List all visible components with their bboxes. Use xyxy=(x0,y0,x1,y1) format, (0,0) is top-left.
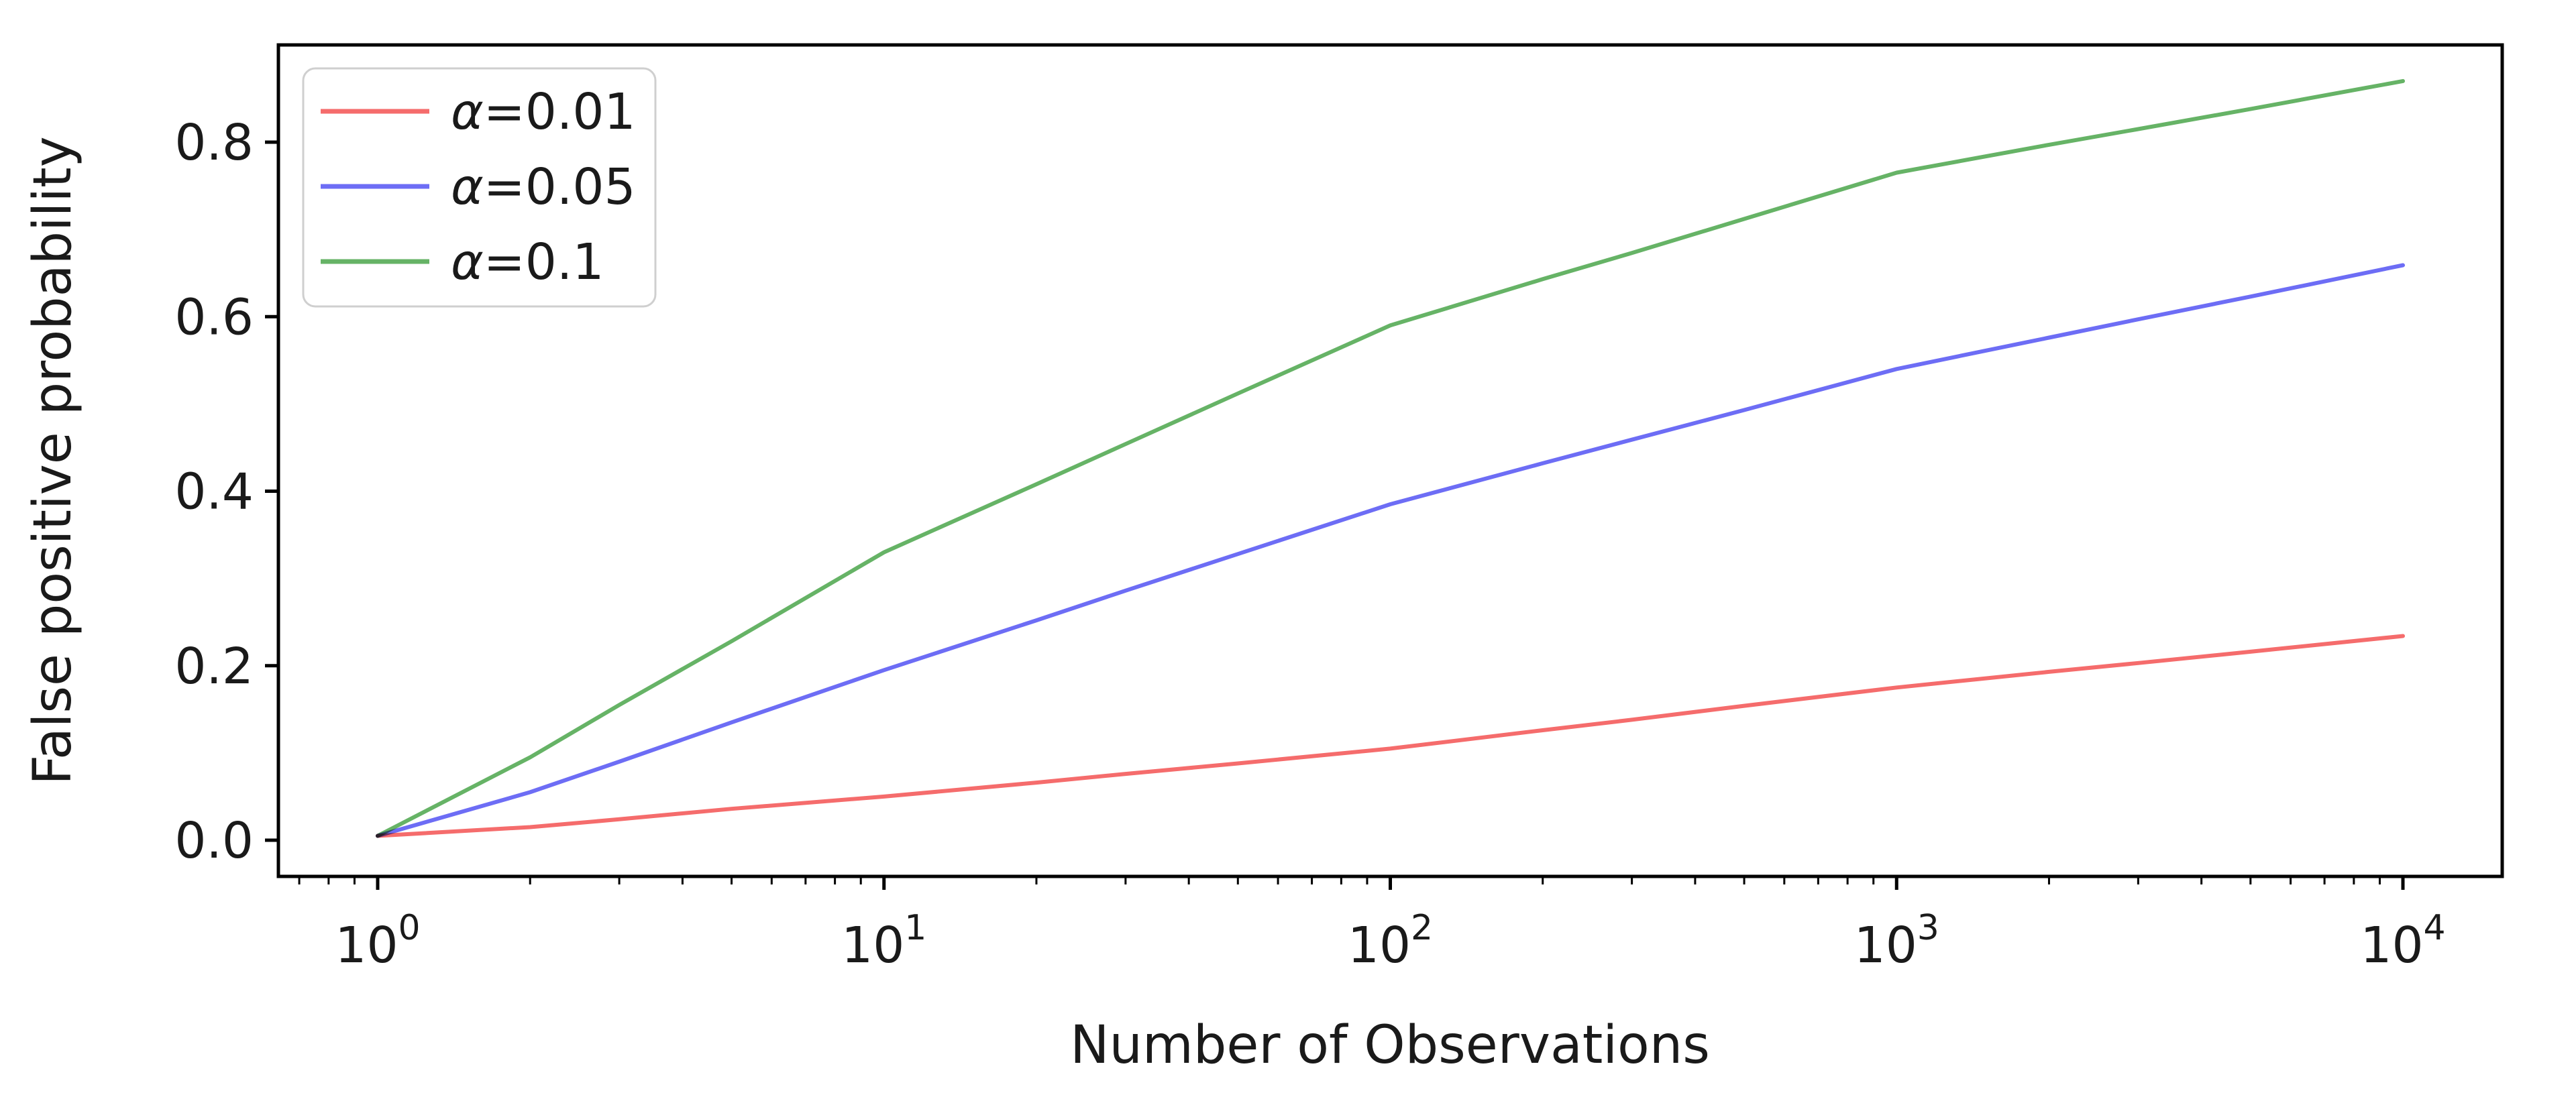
x-tick-label: 100 xyxy=(335,908,420,974)
legend-box xyxy=(302,67,657,308)
legend: α=0.01 α=0.05 α=0.1 xyxy=(302,67,657,308)
series-line xyxy=(376,263,2405,838)
y-tick-label: 0.8 xyxy=(174,114,254,172)
y-tick-label: 0.4 xyxy=(174,463,254,521)
x-tick-label: 103 xyxy=(1854,908,1939,974)
axis-tick-labels: 0.0 0.2 0.4 0.6 0.8 100 101 102 103 104 xyxy=(174,114,2445,974)
y-tick-label: 0.2 xyxy=(174,638,254,695)
x-tick-label: 101 xyxy=(841,908,926,974)
y-tick-label: 0.0 xyxy=(174,812,254,870)
legend-entries: α=0.01 α=0.05 α=0.1 xyxy=(321,83,636,291)
series-lines xyxy=(376,78,2405,838)
y-axis-label: False positive probability xyxy=(23,136,83,785)
legend-label: α=0.05 xyxy=(451,158,636,216)
x-tick-label: 102 xyxy=(1348,908,1433,974)
series-line xyxy=(376,78,2405,838)
y-tick-label: 0.6 xyxy=(174,288,254,346)
legend-label: α=0.01 xyxy=(451,83,636,141)
axis-ticks xyxy=(265,140,2405,890)
series-line xyxy=(376,634,2405,838)
x-axis-label: Number of Observations xyxy=(1070,1015,1710,1076)
legend-label: α=0.1 xyxy=(451,233,604,291)
x-tick-label: 104 xyxy=(2360,908,2445,974)
